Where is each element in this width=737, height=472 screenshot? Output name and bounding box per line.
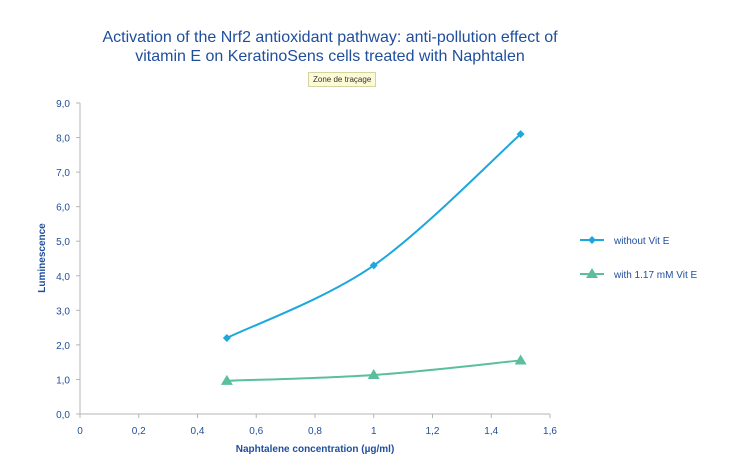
plot-area-tooltip: Zone de traçage: [308, 72, 377, 87]
data-point-series-2: [220, 374, 233, 385]
chart-title-line-1: Activation of the Nrf2 antioxidant pathw…: [102, 29, 558, 46]
x-tick-label: 0,4: [191, 426, 205, 437]
y-tick-label: 3,0: [56, 306, 70, 317]
legend-marker-1: [588, 236, 596, 244]
data-point-series-2: [367, 368, 380, 379]
series-line-1: [226, 133, 522, 339]
chart-title: Activation of the Nrf2 antioxidant pathw…: [0, 28, 660, 66]
legend-marker-2: [586, 268, 598, 278]
x-axis-label: Naphtalene concentration (µg/ml): [236, 444, 395, 455]
y-tick-label: 2,0: [56, 341, 70, 352]
x-tick-label: 0,2: [132, 426, 146, 437]
y-tick-label: 1,0: [56, 375, 70, 386]
x-tick-label: 0: [77, 426, 83, 437]
x-tick-label: 1,6: [543, 426, 557, 437]
y-tick-label: 0,0: [56, 410, 70, 421]
legend-label-1: without Vit E: [613, 236, 670, 247]
x-tick-label: 0,8: [308, 426, 322, 437]
y-axis-label: Luminescence: [37, 223, 48, 293]
y-tick-label: 4,0: [56, 272, 70, 283]
data-point-series-2: [514, 354, 527, 365]
y-tick-label: 9,0: [56, 99, 70, 110]
chart-title-line-2: vitamin E on KeratinoSens cells treated …: [135, 48, 525, 65]
y-tick-label: 6,0: [56, 203, 70, 214]
x-tick-label: 0,6: [249, 426, 263, 437]
x-tick-label: 1,2: [426, 426, 440, 437]
data-point-series-1: [369, 261, 378, 270]
legend-label-2: with 1.17 mM Vit E: [613, 270, 698, 281]
y-tick-label: 5,0: [56, 237, 70, 248]
y-tick-label: 8,0: [56, 134, 70, 145]
x-tick-label: 1,4: [484, 426, 498, 437]
x-tick-label: 1: [371, 426, 377, 437]
y-tick-label: 7,0: [56, 168, 70, 179]
data-point-series-1: [222, 333, 231, 342]
data-point-series-1: [516, 130, 525, 139]
